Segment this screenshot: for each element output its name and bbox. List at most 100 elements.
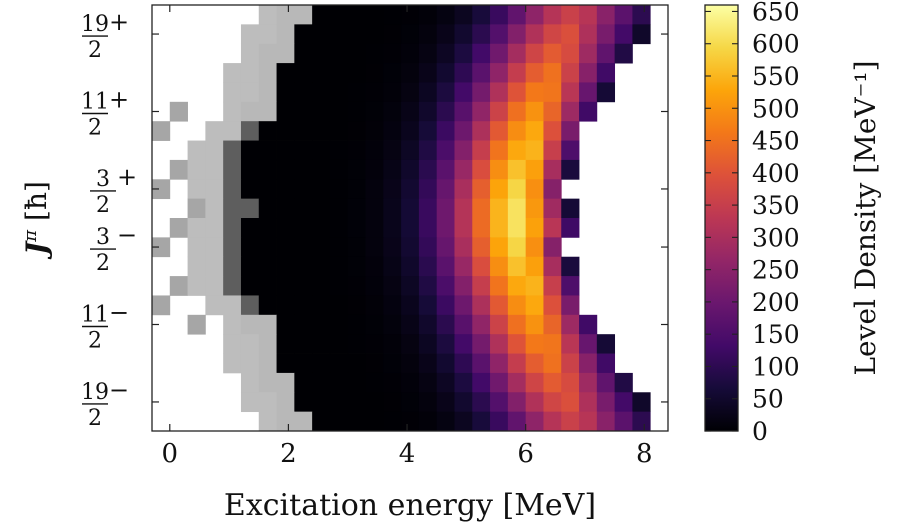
heatmap-cell xyxy=(258,101,277,122)
heatmap-cell xyxy=(579,353,598,374)
colorbar-tick-label: 550 xyxy=(752,62,800,91)
heatmap-cell xyxy=(294,5,313,25)
colorbar-ticks: 0 50 100 150 200 250 300 350 400 450 500 550 600 650 xyxy=(705,0,800,446)
heatmap-cell xyxy=(223,121,242,141)
heatmap-cell xyxy=(579,101,598,122)
heatmap-cell xyxy=(436,372,455,393)
heatmap-cell xyxy=(365,101,384,122)
heatmap-cell xyxy=(276,159,295,180)
heatmap-cell xyxy=(223,63,242,83)
heatmap-cell xyxy=(187,198,206,219)
heatmap-cell xyxy=(490,372,509,393)
heatmap-cell xyxy=(383,237,402,258)
heatmap-cell xyxy=(240,314,260,335)
heatmap-cell xyxy=(383,295,402,316)
heatmap-cell xyxy=(472,198,491,219)
heatmap-cell xyxy=(365,392,384,413)
heatmap-cell xyxy=(240,353,260,374)
heatmap-cell xyxy=(543,63,562,83)
heatmap-cell xyxy=(258,411,277,432)
heatmap-cell xyxy=(507,218,527,238)
heatmap-cell xyxy=(596,63,616,83)
heatmap-cell xyxy=(365,63,384,83)
heatmap-cell xyxy=(418,411,438,432)
heatmap-cell xyxy=(240,82,260,103)
heatmap-cell xyxy=(205,140,224,161)
x-tick-label: 8 xyxy=(636,439,653,469)
heatmap-cell xyxy=(240,159,260,180)
heatmap-cell xyxy=(258,314,277,335)
heatmap-cell xyxy=(383,314,402,335)
heatmap-cell xyxy=(401,353,420,374)
heatmap-cell xyxy=(507,159,527,180)
y-tick-denominator: 2 xyxy=(88,329,102,354)
heatmap-cell xyxy=(401,43,420,64)
heatmap-cell xyxy=(152,295,171,316)
heatmap-cell xyxy=(205,198,224,219)
heatmap-cell xyxy=(418,334,438,354)
colorbar-tick-label: 500 xyxy=(752,94,800,123)
heatmap-cell xyxy=(294,82,313,103)
colorbar-tick-label: 200 xyxy=(752,288,800,317)
heatmap-cell xyxy=(329,121,349,141)
heatmap-cell xyxy=(169,276,188,296)
heatmap-cell xyxy=(329,43,349,64)
heatmap-cell xyxy=(312,63,331,83)
heatmap-cell xyxy=(507,198,527,219)
heatmap-cell xyxy=(418,198,438,219)
heatmap-cell xyxy=(240,101,260,122)
heatmap-cell xyxy=(472,82,491,103)
heatmap-cell xyxy=(507,372,527,393)
heatmap-cell xyxy=(205,237,224,258)
heatmap-cell xyxy=(436,101,455,122)
heatmap-cell xyxy=(490,24,509,45)
heatmap-cell xyxy=(347,314,366,335)
heatmap-cell xyxy=(365,140,384,161)
heatmap-cell xyxy=(418,121,438,141)
heatmap-cell xyxy=(525,392,544,413)
heatmap-cell xyxy=(365,24,384,45)
heatmap-cell xyxy=(561,43,580,64)
heatmap-cell xyxy=(276,276,295,296)
y-tick-parity: − xyxy=(109,376,129,404)
heatmap-cell xyxy=(507,314,527,335)
heatmap-cell xyxy=(401,314,420,335)
heatmap-cell xyxy=(223,179,242,200)
heatmap-cell xyxy=(240,24,260,45)
heatmap-cell xyxy=(490,5,509,25)
heatmap-cell xyxy=(347,256,366,277)
heatmap-cell xyxy=(436,256,455,277)
heatmap-cell xyxy=(472,218,491,238)
heatmap-cell xyxy=(312,179,331,200)
heatmap-cell xyxy=(329,334,349,354)
heatmap-cell xyxy=(312,353,331,374)
heatmap-cell xyxy=(294,121,313,141)
heatmap-cell xyxy=(525,43,544,64)
heatmap-cell xyxy=(258,276,277,296)
x-tick-label: 2 xyxy=(280,439,297,469)
heatmap-cell xyxy=(223,140,242,161)
heatmap-cell xyxy=(454,353,473,374)
heatmap-cell xyxy=(418,43,438,64)
heatmap-cell xyxy=(240,218,260,238)
heatmap-cell xyxy=(276,353,295,374)
heatmap-cell xyxy=(579,411,598,432)
heatmap-cell xyxy=(383,159,402,180)
heatmap-cell xyxy=(347,5,366,25)
heatmap-cell xyxy=(294,314,313,335)
heatmap-cell xyxy=(561,411,580,432)
heatmap-cell xyxy=(472,140,491,161)
heatmap-cell xyxy=(507,256,527,277)
heatmap-cell xyxy=(312,5,331,25)
heatmap-cell xyxy=(561,159,580,180)
heatmap-cell xyxy=(312,314,331,335)
heatmap-cell xyxy=(543,121,562,141)
heatmap-cell xyxy=(152,237,171,258)
heatmap-cell xyxy=(561,295,580,316)
heatmap-cell xyxy=(507,295,527,316)
colorbar-tick-label: 600 xyxy=(752,30,800,59)
heatmap-cell xyxy=(365,334,384,354)
heatmap-cell xyxy=(240,256,260,277)
heatmap-cell xyxy=(614,372,633,393)
heatmap-cell xyxy=(561,24,580,45)
